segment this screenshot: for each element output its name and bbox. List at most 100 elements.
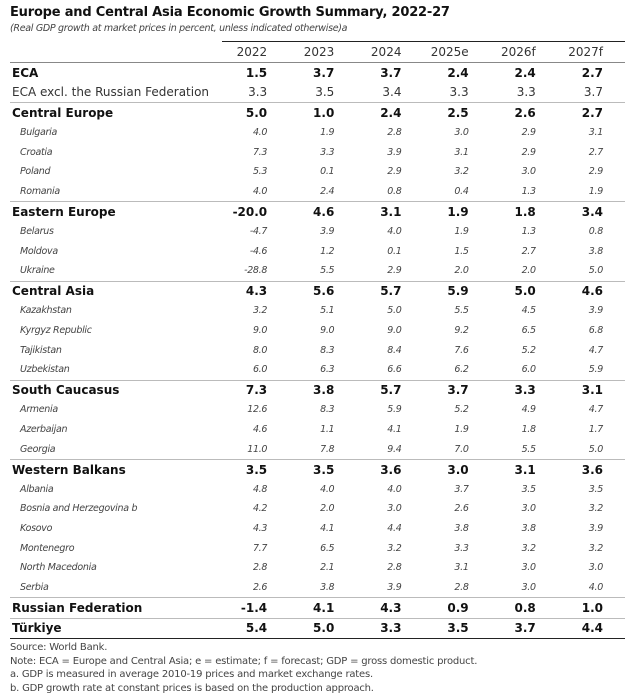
note-line: Source: World Bank. [10, 642, 108, 654]
cell-value: 3.0 [521, 581, 537, 593]
cell-value: 5.2 [521, 344, 537, 356]
cell-value: 8.0 [252, 344, 268, 356]
column-header: 2023 [289, 41, 357, 63]
cell-value: 3.0 [521, 166, 537, 178]
cell-value: 0.8 [387, 185, 402, 197]
cell-value: 3.8 [320, 581, 335, 593]
cell-value: 7.0 [454, 443, 469, 455]
column-header: 2024 [356, 41, 424, 63]
cell-value: 2.6 [490, 102, 558, 123]
group-row: Western Balkans 3.5 3.5 3.6 3.0 3.1 3.6 [10, 458, 625, 480]
cell-value: 3.0 [588, 562, 604, 574]
table-row: Ukraine -28.8 5.5 2.9 2.0 2.0 5.0 [10, 261, 625, 281]
cell-value: 4.7 [588, 344, 604, 356]
group-row: ECA 1.5 3.7 3.7 2.4 2.4 2.7 [10, 61, 625, 83]
table-row: Belarus -4.7 3.9 4.0 1.9 1.3 0.8 [10, 222, 625, 242]
table-row: North Macedonia 2.8 2.1 2.8 3.1 3.0 3.0 [10, 558, 625, 578]
cell-value: 3.2 [588, 542, 604, 554]
cell-value: 0.8 [490, 597, 558, 619]
row-label: Russian Federation [10, 597, 222, 619]
cell-value: 3.6 [557, 458, 625, 480]
group-row: Central Asia 4.3 5.6 5.7 5.9 5.0 4.6 [10, 280, 625, 302]
cell-value: 5.9 [423, 280, 491, 302]
cell-value: -28.8 [244, 265, 268, 277]
cell-value: 3.5 [289, 458, 357, 480]
row-label: Armenia [20, 404, 58, 416]
row-label: Eastern Europe [10, 201, 222, 222]
cell-value: 3.1 [588, 127, 604, 139]
cell-value: 3.3 [449, 85, 469, 100]
cell-value: 2.4 [356, 102, 424, 123]
cell-value: 5.4 [222, 617, 290, 640]
cell-value: 3.1 [454, 562, 469, 574]
cell-value: 3.4 [382, 85, 402, 100]
table-row: Montenegro 7.7 6.5 3.2 3.3 3.2 3.2 [10, 538, 625, 558]
cell-value: 4.9 [521, 404, 537, 416]
cell-value: 5.0 [490, 280, 558, 302]
cell-value: 3.4 [557, 201, 625, 222]
group-row: Eastern Europe -20.0 4.6 3.1 1.9 1.8 3.4 [10, 201, 625, 222]
cell-value: 9.4 [387, 443, 402, 455]
row-label: Bulgaria [20, 127, 57, 139]
header-row: 2022 2023 2024 2025e 2026f 2027f [10, 41, 625, 63]
cell-value: 6.8 [588, 325, 604, 337]
row-label: Bosnia and Herzegovina b [20, 503, 138, 515]
cell-value: 5.0 [588, 443, 604, 455]
cell-value: 7.6 [454, 344, 469, 356]
cell-value: 4.1 [320, 522, 335, 534]
cell-value: 2.9 [521, 127, 537, 139]
row-label: Romania [20, 185, 60, 197]
cell-value: 8.3 [320, 344, 335, 356]
cell-value: 4.6 [289, 201, 357, 222]
cell-value: 6.6 [387, 364, 402, 376]
cell-value: 1.3 [521, 185, 537, 197]
table-row: Romania 4.0 2.4 0.8 0.4 1.3 1.9 [10, 182, 625, 202]
cell-value: 5.5 [320, 265, 335, 277]
cell-value: 3.3 [490, 379, 558, 401]
cell-value: 4.1 [289, 597, 357, 619]
cell-value: 3.7 [423, 379, 491, 401]
cell-value: 2.1 [320, 562, 335, 574]
cell-value: 4.0 [387, 226, 402, 238]
cell-value: 7.3 [252, 146, 268, 158]
cell-value: 2.8 [252, 562, 268, 574]
header-blank [10, 42, 222, 63]
note-line: a. GDP is measured in average 2010-19 pr… [10, 669, 373, 681]
row-label: ECA [10, 61, 222, 83]
row-label: Serbia [20, 581, 49, 593]
cell-value: 3.3 [454, 542, 469, 554]
cell-value: 1.7 [588, 423, 604, 435]
table-row: Kyrgyz Republic 9.0 9.0 9.0 9.2 6.5 6.8 [10, 321, 625, 341]
cell-value: 2.7 [588, 146, 604, 158]
row-label: Tajikistan [20, 344, 62, 356]
cell-value: 1.9 [588, 185, 604, 197]
column-header: 2022 [222, 41, 290, 63]
cell-value: 3.2 [454, 166, 469, 178]
row-label: Western Balkans [10, 458, 222, 480]
row-label: ECA excl. the Russian Federation [12, 85, 210, 100]
cell-value: 1.2 [320, 245, 335, 257]
table-row: Albania 4.8 4.0 4.0 3.7 3.5 3.5 [10, 479, 625, 499]
row-label: Uzbekistan [20, 364, 70, 376]
cell-value: 3.0 [423, 458, 491, 480]
row-label: Montenegro [20, 542, 75, 554]
row-label: Central Europe [10, 102, 222, 123]
table-row: Bosnia and Herzegovina b 4.2 2.0 3.0 2.6 3.0 3… [10, 499, 625, 519]
cell-value: 2.7 [557, 61, 625, 83]
cell-value: 4.3 [356, 597, 424, 619]
cell-value: 5.0 [222, 102, 290, 123]
cell-value: 3.5 [423, 617, 491, 640]
cell-value: 1.8 [490, 201, 558, 222]
cell-value: 3.1 [356, 201, 424, 222]
cell-value: 0.1 [387, 245, 402, 257]
row-label: Kyrgyz Republic [20, 325, 92, 337]
row-label: Georgia [20, 443, 56, 455]
row-label: Ukraine [20, 265, 55, 277]
cell-value: 2.0 [320, 503, 335, 515]
table-row: Georgia 11.0 7.8 9.4 7.0 5.5 5.0 [10, 439, 625, 459]
table-row: Kazakhstan 3.2 5.1 5.0 5.5 4.5 3.9 [10, 301, 625, 321]
cell-value: 3.0 [521, 562, 537, 574]
cell-value: 6.3 [320, 364, 335, 376]
table-row: Armenia 12.6 8.3 5.9 5.2 4.9 4.7 [10, 400, 625, 420]
cell-value: 8.4 [387, 344, 402, 356]
